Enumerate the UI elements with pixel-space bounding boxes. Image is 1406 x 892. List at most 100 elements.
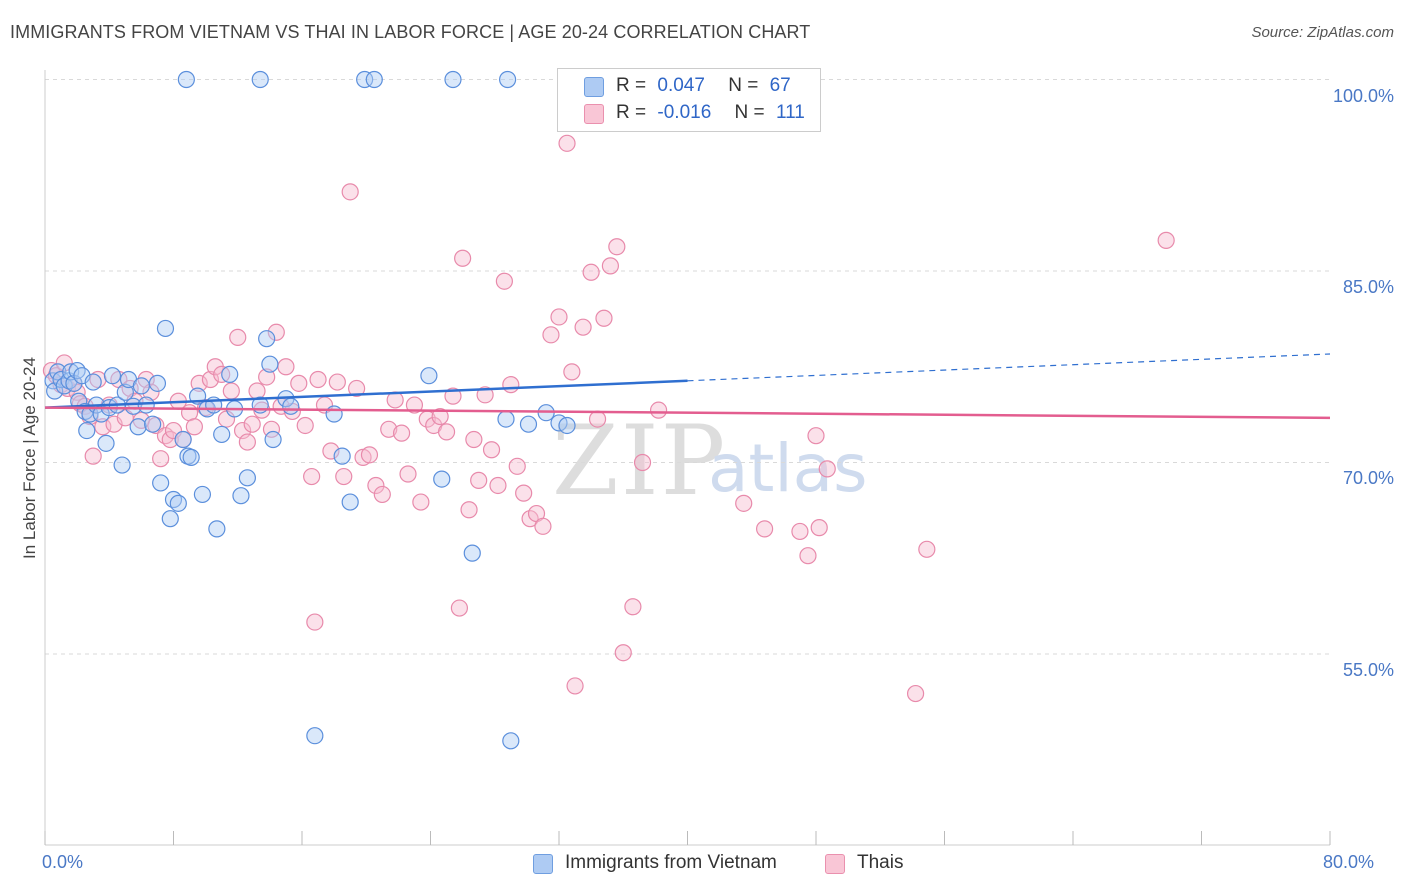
data-point xyxy=(502,376,520,394)
data-point xyxy=(68,361,86,380)
data-point xyxy=(232,487,250,505)
data-point xyxy=(267,323,285,341)
data-point xyxy=(258,330,276,348)
data-point xyxy=(431,407,449,426)
y-tick-label: 85.0% xyxy=(1342,277,1394,297)
data-point xyxy=(174,430,192,449)
data-point xyxy=(497,410,515,428)
data-point xyxy=(614,644,632,662)
data-point xyxy=(328,373,346,391)
r-value: 0.047 xyxy=(657,75,705,96)
data-point xyxy=(595,309,613,327)
data-point xyxy=(437,423,456,441)
data-point xyxy=(103,367,122,385)
data-point xyxy=(470,471,488,489)
data-point xyxy=(251,70,269,89)
r-label: R = xyxy=(616,102,647,123)
data-point xyxy=(306,727,324,745)
data-point xyxy=(152,450,170,468)
data-point xyxy=(124,397,142,415)
data-point xyxy=(137,396,155,414)
y-tick-label: 55.0% xyxy=(1342,660,1394,680)
data-point xyxy=(201,370,220,389)
data-point xyxy=(132,377,150,395)
data-point xyxy=(489,476,507,495)
data-point xyxy=(502,732,520,750)
data-point xyxy=(169,494,187,512)
data-point xyxy=(221,365,239,384)
data-point xyxy=(78,421,96,440)
data-point xyxy=(380,420,398,438)
data-point xyxy=(482,441,501,459)
data-point xyxy=(810,519,828,537)
data-point xyxy=(309,370,327,389)
data-point xyxy=(818,460,836,478)
data-point xyxy=(94,418,112,436)
data-point xyxy=(303,467,321,486)
watermark-zip: ZIP xyxy=(552,405,728,517)
data-point xyxy=(248,382,266,400)
trend-line-vietnam xyxy=(44,379,688,409)
data-point xyxy=(148,374,167,392)
chart-title: IMMIGRANTS FROM VIETNAM VS THAI IN LABOR… xyxy=(10,22,811,42)
y-tick-label: 70.0% xyxy=(1342,468,1394,488)
data-point xyxy=(182,448,200,466)
data-point xyxy=(161,510,179,528)
data-point xyxy=(450,599,469,617)
source-label: Source: ZipAtlas.com xyxy=(1251,24,1394,41)
data-point xyxy=(190,374,208,392)
data-point xyxy=(144,415,162,433)
data-point xyxy=(213,425,231,444)
stats-row-blue: R = 0.047 N = 67 xyxy=(616,75,791,99)
data-point xyxy=(341,183,359,201)
data-point xyxy=(420,367,438,385)
data-point xyxy=(373,485,391,504)
data-point xyxy=(508,457,526,475)
data-point xyxy=(325,405,343,423)
legend-item-vietnam[interactable]: Immigrants from Vietnam xyxy=(533,852,777,874)
data-point xyxy=(222,382,240,400)
data-point xyxy=(465,430,483,449)
data-point xyxy=(574,318,592,336)
n-label: N = xyxy=(728,75,759,96)
data-point xyxy=(55,354,73,372)
data-point xyxy=(463,544,481,562)
data-point xyxy=(365,70,383,89)
legend-item-thais[interactable]: Thais xyxy=(825,852,903,874)
data-point xyxy=(755,520,774,538)
data-point xyxy=(84,447,102,465)
data-point xyxy=(558,416,576,435)
data-point xyxy=(460,501,478,519)
x-tick-label: 80.0% xyxy=(1323,852,1375,872)
data-point xyxy=(399,465,417,483)
data-point xyxy=(476,386,494,404)
legend-swatch-pink xyxy=(825,854,845,874)
data-point xyxy=(55,377,73,395)
data-point xyxy=(405,396,424,414)
data-point xyxy=(799,547,817,565)
trend-line-thais xyxy=(44,406,1331,420)
data-point xyxy=(566,677,584,695)
data-point xyxy=(588,410,607,428)
data-point xyxy=(582,263,600,281)
data-point xyxy=(519,415,538,433)
data-point xyxy=(129,418,147,436)
blue-swatch xyxy=(584,77,604,97)
data-point xyxy=(322,442,340,460)
data-point xyxy=(495,272,513,290)
data-point xyxy=(633,453,652,472)
data-point xyxy=(258,368,276,386)
data-point xyxy=(161,430,179,449)
n-value: 111 xyxy=(775,102,805,123)
data-point xyxy=(208,520,226,538)
data-point xyxy=(156,319,175,338)
data-point xyxy=(412,493,430,511)
legend-label: Thais xyxy=(857,852,904,873)
stats-row-pink: R = -0.016 N = 111 xyxy=(616,102,805,126)
data-point xyxy=(261,355,279,373)
trend-line-vietnam-extrapolated xyxy=(687,353,1331,382)
data-point xyxy=(608,238,626,256)
data-point xyxy=(296,416,314,435)
data-point xyxy=(807,427,825,445)
data-point xyxy=(367,476,385,495)
